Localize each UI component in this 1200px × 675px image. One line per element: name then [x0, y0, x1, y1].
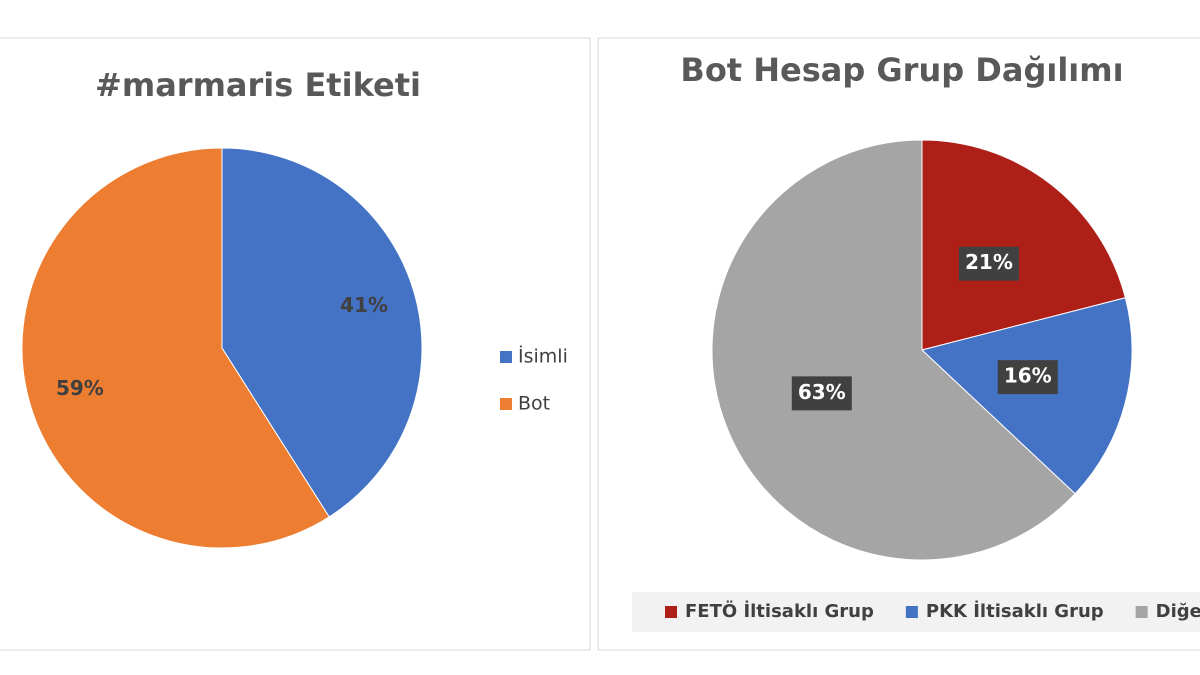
legend-label: Bot [518, 393, 550, 415]
data-label: 63% [798, 380, 846, 404]
data-label: 21% [965, 250, 1013, 274]
legend-swatch [500, 398, 512, 410]
legend-label: İsimli [518, 345, 568, 368]
pie-slice [920, 297, 1133, 495]
label-box [791, 376, 852, 411]
legend-swatch [500, 351, 512, 363]
legend-label: PKK İltisaklı Grup [926, 600, 1104, 622]
pie-slice [21, 147, 330, 549]
data-label: 16% [1004, 364, 1052, 388]
legend-swatch [905, 606, 918, 618]
chart-title: #marmaris Etiketi [95, 66, 421, 104]
pie-slice [711, 139, 1076, 561]
pie-slice [921, 139, 1127, 351]
legend-label: FETÖ İltisaklı Grup [685, 600, 874, 622]
pie-slice [221, 147, 423, 518]
chart-title: Bot Hesap Grup Dağılımı [680, 51, 1123, 89]
label-box [958, 246, 1019, 281]
legend-label: Diğer [1156, 601, 1200, 622]
legend-swatch [665, 606, 677, 618]
legend-swatch [1135, 606, 1148, 618]
data-label: 41% [340, 293, 388, 317]
data-label: 59% [56, 376, 104, 400]
label-box [997, 360, 1058, 395]
